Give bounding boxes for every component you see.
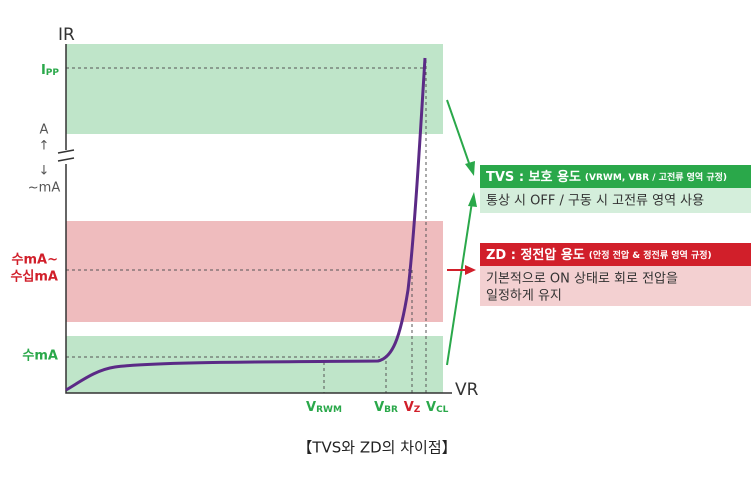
label-sub: Z [414,405,421,415]
range-label: ↓ [39,164,50,179]
title: TVS : 보호 용도 [486,169,581,185]
zd-title: ZD : 정전압 용도 (안정 전압 & 정전류 영역 규정) [486,247,712,263]
iv-curve [65,57,427,392]
tvs-title: TVS : 보호 용도 (VRWM, VBR / 고전류 영역 규정) [486,169,727,185]
range-label: A [40,123,49,138]
arrow [446,201,473,366]
tvs-body-text: 통상 시 OFF / 구동 시 고전류 영역 사용 [486,194,704,209]
ipp-label: IPP [41,63,59,78]
note: (안정 전압 & 정전류 영역 규정) [589,249,712,261]
zd-range-label: 수mA~ [12,253,58,268]
zd-body [480,266,751,306]
x-label: VZ [404,400,421,415]
label-sub: RWM [316,405,342,415]
x-label: VRWM [306,400,342,415]
arrowhead [468,192,477,207]
range-label: ~mA [28,181,61,196]
axis-break [57,149,75,162]
title: ZD : 정전압 용도 [486,247,585,263]
range-label: ↑ [39,139,50,154]
arrow [446,99,471,167]
label-sub: BR [384,405,398,415]
tvs-body [480,188,751,213]
tvs-header [480,165,751,188]
caption: 【TVS와 ZD의 차이점】 [297,439,456,457]
zd-body-text: 일정하게 유지 [486,289,562,304]
x-axis-label: VR [455,380,479,400]
label-main: V [426,400,436,415]
zd-header [480,243,751,266]
label-sub: PP [46,68,60,78]
x-label: VBR [374,400,398,415]
zd-body-text: 기본적으로 ON 상태로 회로 전압을 [486,272,678,287]
high-current-band [66,44,443,134]
label-sub: CL [436,405,449,415]
low-current-band [66,336,443,393]
y-axis-label: IR [58,25,75,45]
low-label: 수mA [22,349,58,364]
x-labels: VRWM VBR VZ VCL [306,400,449,415]
label-main: V [306,400,316,415]
arrowhead [465,265,476,275]
label-main: I [41,63,46,78]
label-main: V [374,400,384,415]
zd-band [66,221,443,322]
label-main: V [404,400,414,415]
zd-range-label: 수십mA [10,269,58,285]
axes [65,44,452,394]
note: (VRWM, VBR / 고전류 영역 규정) [585,171,727,183]
x-label: VCL [426,400,449,415]
arrowhead [465,161,475,176]
